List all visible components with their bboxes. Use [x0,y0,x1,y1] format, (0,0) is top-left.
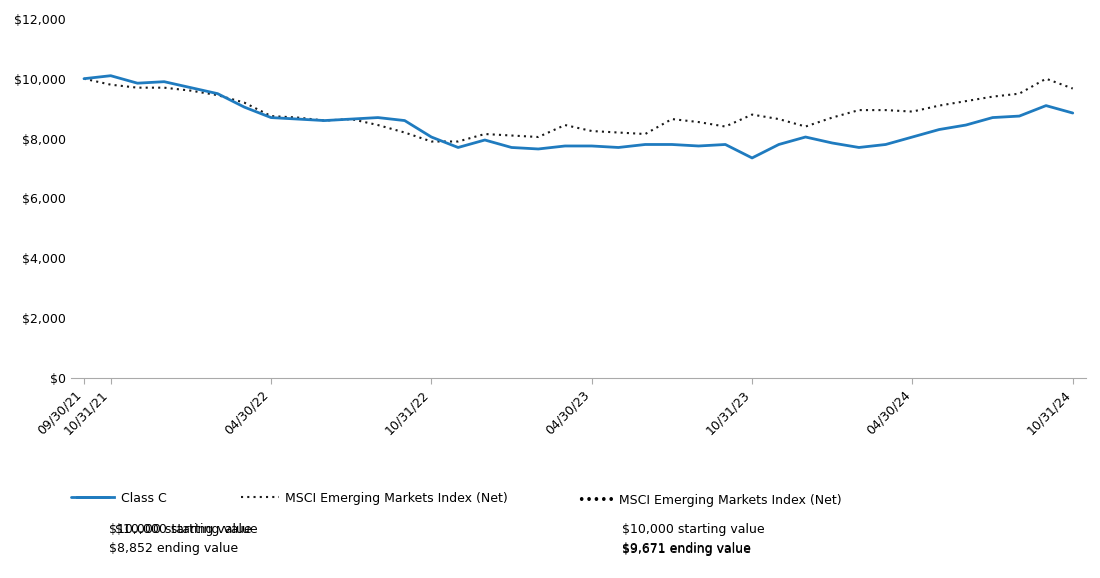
Text: $8,852 ending value: $8,852 ending value [109,542,239,555]
Text: $10,000 starting value: $10,000 starting value [623,523,764,536]
Text: $10,000 starting value: $10,000 starting value [114,523,257,536]
Text: $9,671 ending value: $9,671 ending value [623,543,751,556]
Text: ••••• MSCI Emerging Markets Index (Net): ••••• MSCI Emerging Markets Index (Net) [579,494,842,507]
Text: $10,000 starting value: $10,000 starting value [109,523,252,536]
Text: $9,671 ending value: $9,671 ending value [623,542,751,555]
Legend: Class C, MSCI Emerging Markets Index (Net): Class C, MSCI Emerging Markets Index (Ne… [77,492,508,505]
